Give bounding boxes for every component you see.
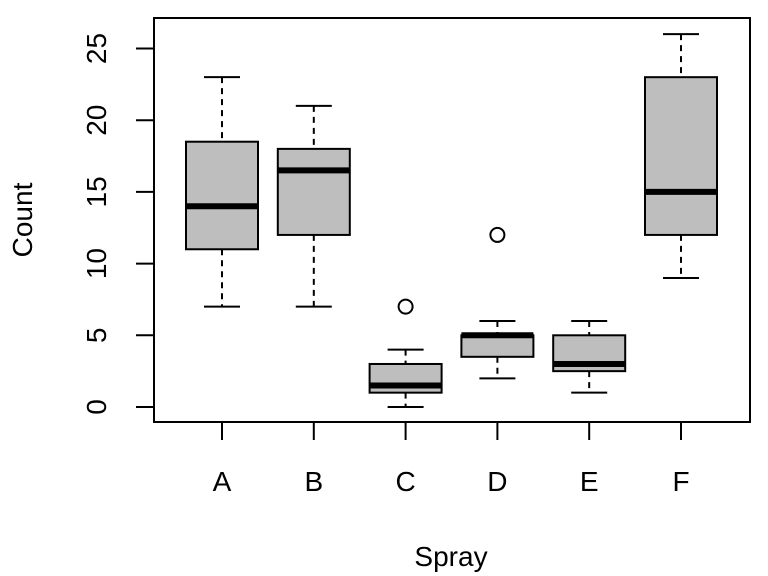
box xyxy=(644,76,718,236)
y-tick-label: 20 xyxy=(81,105,112,136)
y-tick-label: 5 xyxy=(81,328,112,344)
plot-layer: 0 5 10 15 20 25 A B C D E F xyxy=(81,17,751,497)
x-axis-title: Spray xyxy=(414,541,487,572)
outlier-point xyxy=(397,298,414,315)
y-tick-label: 25 xyxy=(81,33,112,64)
box xyxy=(460,334,535,358)
x-tick-label: D xyxy=(487,466,507,497)
x-tick-label: B xyxy=(304,466,323,497)
x-tick-label: C xyxy=(395,466,415,497)
y-tick-label: 10 xyxy=(81,248,112,279)
y-axis-title: Count xyxy=(7,182,38,257)
y-tick-label: 0 xyxy=(81,399,112,415)
outlier-point xyxy=(489,226,506,243)
x-tick-label: E xyxy=(580,466,599,497)
y-tick-label: 15 xyxy=(81,176,112,207)
box xyxy=(185,140,259,251)
box xyxy=(276,147,351,236)
x-tick-label: A xyxy=(213,466,232,497)
x-tick-label: F xyxy=(672,466,689,497)
